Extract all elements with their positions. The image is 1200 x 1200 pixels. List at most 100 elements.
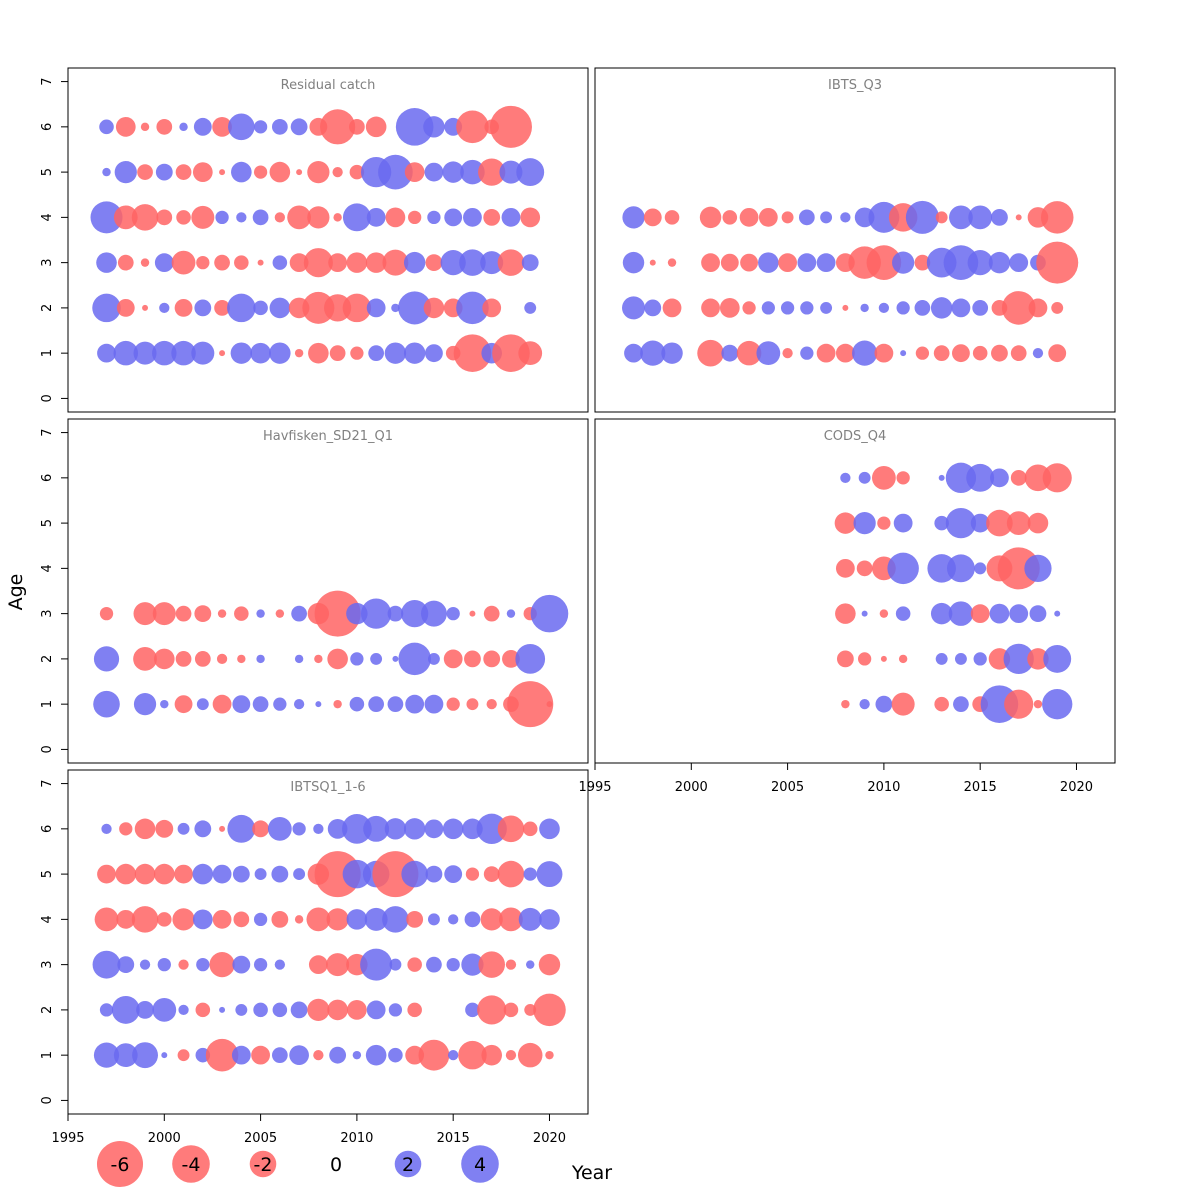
- y-tick-label: 2: [40, 1006, 55, 1014]
- bubble-1999-age-4: [131, 204, 159, 231]
- bubble-2014-age-1: [425, 344, 443, 363]
- bubble-2005-age-5: [253, 165, 268, 179]
- bubble-2015-age-3: [967, 250, 993, 276]
- bubble-2004-age-6: [228, 113, 255, 141]
- bubble-2015-age-3: [446, 606, 460, 621]
- bubble-2006-age-3: [275, 609, 285, 618]
- bubble-2008-age-2: [836, 650, 854, 668]
- bubble-2002-age-1: [191, 341, 215, 365]
- bubble-2002-age-3: [196, 255, 210, 270]
- bubble-2005-age-5: [254, 868, 267, 881]
- bubble-2016-age-2: [456, 291, 489, 325]
- panel-frame: [594, 418, 1116, 764]
- bubble-2000-age-2: [159, 302, 170, 314]
- panel-3: Havfisken_SD21_Q1 0 1 2 3 4 5 6 7: [40, 418, 589, 764]
- x-tick-label: 2005: [244, 1131, 277, 1146]
- bubble-2014-age-5: [945, 507, 977, 539]
- bubble-2017-age-2: [483, 650, 501, 668]
- legend-item: -2: [249, 1150, 277, 1178]
- bubble-2019-age-4: [1040, 201, 1074, 234]
- panel-frame: [67, 418, 589, 764]
- y-tick-label: 5: [40, 168, 55, 176]
- bubble-2017-age-6: [1010, 469, 1027, 486]
- bubble-2013-age-3: [407, 957, 422, 972]
- bubble-2013-age-5: [401, 860, 428, 888]
- bubble-2006-age-6: [271, 118, 288, 135]
- bubble-2001-age-4: [176, 210, 191, 225]
- bubble-2018-age-1: [505, 1050, 517, 1061]
- bubble-2006-age-1: [273, 697, 287, 711]
- legend-label: 2: [402, 1154, 414, 1176]
- bubble-2014-age-5: [425, 865, 443, 883]
- bubble-1997-age-3: [92, 950, 121, 979]
- bubble-2017-age-3: [478, 951, 505, 978]
- bubble-2010-age-4: [346, 909, 368, 930]
- bubble-2008-age-1: [841, 699, 850, 709]
- bubble-2017-age-3: [480, 251, 504, 275]
- bubble-2016-age-1: [466, 698, 479, 711]
- bubble-2008-age-3: [308, 955, 328, 975]
- bubble-2016-age-4: [464, 911, 481, 928]
- bubble-2016-age-3: [461, 953, 484, 976]
- bubble-2006-age-5: [269, 161, 291, 183]
- bubble-2017-age-3: [483, 605, 500, 622]
- bubble-2012-age-1: [387, 696, 404, 713]
- bubble-2010-age-6: [342, 813, 372, 844]
- bubble-2010-age-2: [342, 293, 372, 323]
- bubble-2016-age-6: [990, 468, 1009, 488]
- bubble-2007-age-1: [289, 1045, 309, 1066]
- bubble-2016-age-5: [986, 509, 1013, 537]
- bubble-2006-age-2: [269, 297, 291, 319]
- bubble-2019-age-6: [522, 821, 538, 837]
- y-tick-label: 6: [40, 825, 55, 833]
- bubble-2008-age-1: [315, 701, 322, 708]
- bubble-2002-age-3: [720, 253, 739, 272]
- bubble-1998-age-6: [119, 822, 133, 836]
- bubble-2004-age-2: [237, 654, 246, 664]
- bubble-2001-age-1: [174, 695, 193, 714]
- bubble-2014-age-3: [948, 601, 974, 626]
- bubble-2013-age-3: [401, 600, 429, 628]
- legend-bubble: [394, 1150, 422, 1178]
- bubble-2013-age-2: [398, 291, 432, 325]
- bubble-1997-age-5: [102, 167, 111, 177]
- bubble-2000-age-2: [153, 648, 175, 670]
- bubble-1997-age-3: [622, 251, 645, 274]
- bubble-2012-age-4: [385, 207, 406, 228]
- bubble-2002-age-3: [196, 957, 210, 972]
- bubble-2010-age-1: [349, 696, 365, 712]
- panel-2: IBTS_Q3: [594, 67, 1116, 413]
- panel-frame: [67, 769, 589, 1115]
- bubble-2013-age-3: [403, 251, 426, 274]
- bubble-2004-age-1: [756, 341, 781, 366]
- bubble-2011-age-3: [365, 252, 387, 273]
- bubble-2020-age-3: [538, 953, 561, 976]
- bubble-2010-age-2: [880, 655, 887, 662]
- bubble-2015-age-4: [974, 562, 987, 575]
- y-tick-label: 5: [40, 870, 55, 878]
- bubble-2004-age-4: [758, 207, 778, 227]
- bubble-2004-age-1: [232, 695, 251, 714]
- bubble-2008-age-4: [306, 907, 331, 932]
- bubble-2006-age-1: [800, 346, 814, 360]
- bubble-2016-age-6: [456, 110, 489, 144]
- bubble-2013-age-3: [930, 602, 953, 625]
- bubble-2001-age-4: [172, 908, 195, 931]
- bubble-2001-age-6: [177, 822, 190, 835]
- bubble-2019-age-5: [523, 867, 537, 881]
- bubble-2007-age-6: [290, 118, 308, 136]
- bubble-1997-age-1: [93, 690, 120, 718]
- bubble-2012-age-3: [389, 958, 402, 971]
- bubble-2020-age-3: [530, 594, 569, 633]
- bubble-2019-age-1: [507, 681, 554, 728]
- bubble-2019-age-2: [524, 1003, 537, 1016]
- bubble-1998-age-6: [115, 116, 136, 137]
- bubble-1998-age-1: [113, 1043, 138, 1068]
- bubble-2002-age-6: [193, 117, 212, 136]
- bubble-2016-age-3: [469, 610, 476, 617]
- bubble-2019-age-3: [1054, 610, 1061, 617]
- bubble-2013-age-2: [930, 297, 953, 319]
- bubble-2017-age-4: [483, 208, 501, 226]
- bubble-2005-age-3: [257, 259, 264, 266]
- bubble-2001-age-1: [697, 339, 724, 367]
